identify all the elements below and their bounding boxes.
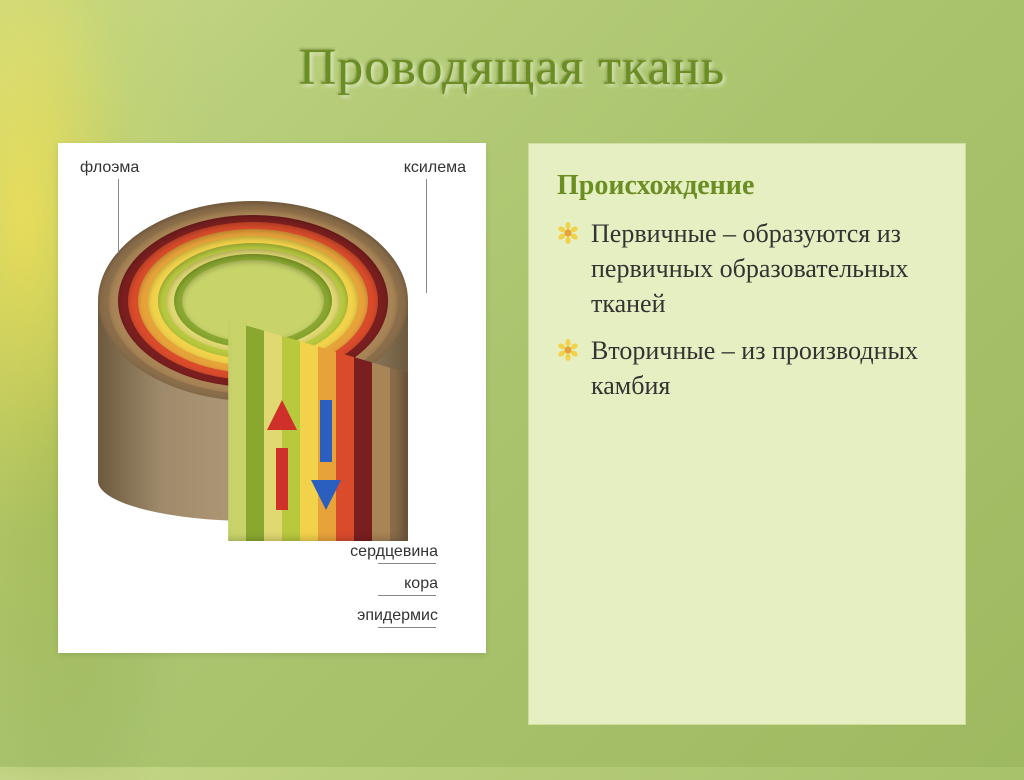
stem-illustration (98, 201, 408, 601)
flower-bullet-icon (557, 339, 579, 361)
label-phloem: флоэма (80, 159, 139, 177)
flow-arrows (261, 400, 347, 510)
diagram-panel: флоэма ксилема сердцевина кора эпидермис (58, 143, 486, 653)
label-bark: кора (404, 575, 438, 593)
label-xylem: ксилема (404, 159, 466, 177)
label-epidermis: эпидермис (357, 607, 438, 625)
bullet-item: Вторичные – из производных камбия (557, 333, 937, 403)
phloem-down-arrow-icon (311, 400, 341, 510)
bullet-text: Первичные – образуются из первичных обра… (591, 219, 908, 318)
stem-cross-section-diagram: флоэма ксилема сердцевина кора эпидермис (58, 143, 486, 653)
bullet-text: Вторичные – из производных камбия (591, 336, 918, 400)
xylem-up-arrow-icon (267, 400, 297, 510)
page-title: Проводящая ткань (0, 38, 1024, 97)
bullet-list: Первичные – образуются из первичных обра… (557, 216, 937, 403)
text-panel: Происхождение Первичные – образуются из … (528, 143, 966, 725)
subheading: Происхождение (557, 170, 937, 202)
bullet-item: Первичные – образуются из первичных обра… (557, 216, 937, 321)
flower-bullet-icon (557, 222, 579, 244)
